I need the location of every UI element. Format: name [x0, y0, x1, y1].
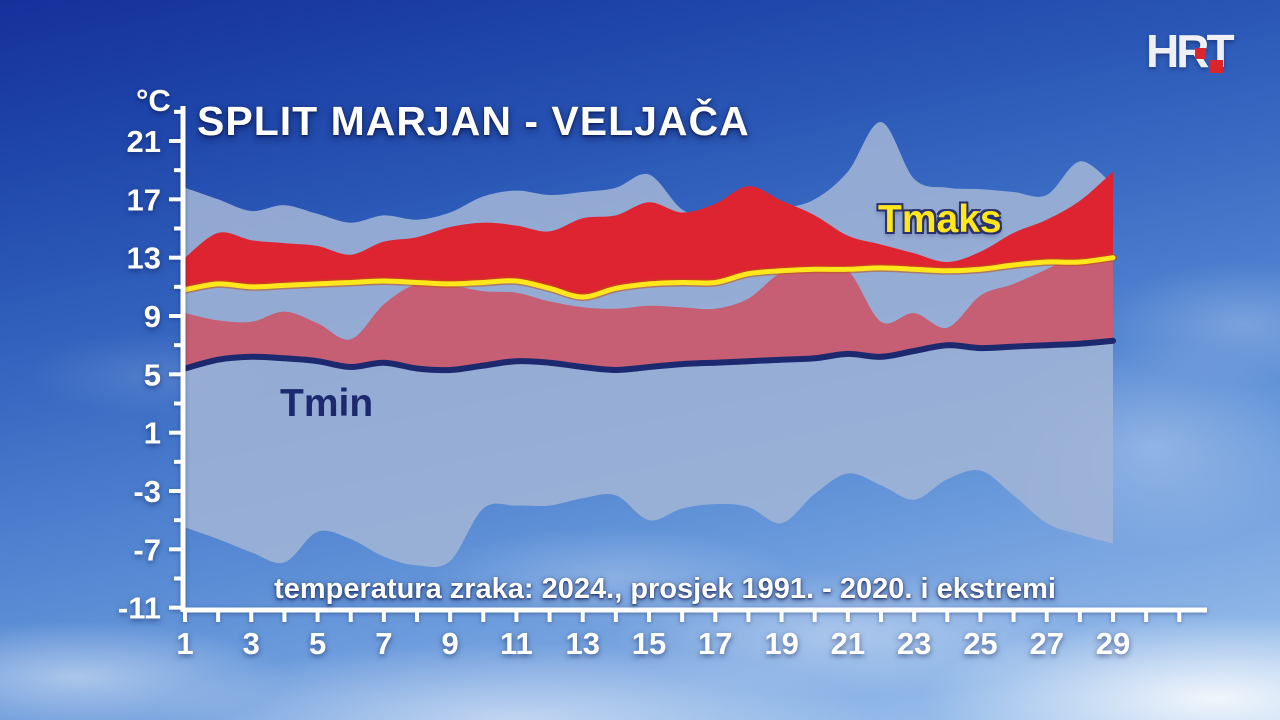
y-axis-unit-label: °C — [136, 83, 171, 118]
x-axis-label: 13 — [565, 626, 599, 661]
x-axis-label: 25 — [963, 626, 997, 661]
x-axis-label: 9 — [442, 626, 459, 661]
x-axis-label: 29 — [1096, 626, 1130, 661]
y-axis-label: 17 — [127, 182, 161, 217]
avg-tmax-line — [182, 255, 1116, 300]
x-axis-label: 5 — [309, 626, 326, 661]
axes — [169, 106, 1207, 622]
avg-tmin-line — [182, 337, 1116, 374]
y-axis-label: -7 — [133, 532, 161, 567]
x-axis-label: 23 — [897, 626, 931, 661]
tmaks-series-label: Tmaks — [878, 198, 1002, 241]
y-axis-label: 21 — [127, 124, 161, 159]
tmin-series-label: Tmin — [280, 382, 374, 425]
hrt-logo-red-square-small — [1195, 48, 1206, 59]
tmin-2024-band — [185, 253, 1113, 371]
x-axis-label: 7 — [375, 626, 392, 661]
y-axis-label: 5 — [144, 357, 161, 392]
x-axis-label: 11 — [500, 626, 533, 661]
x-axis-label: 27 — [1029, 626, 1063, 661]
x-axis-label: 17 — [698, 626, 732, 661]
hrt-logo: HRT — [1146, 28, 1238, 78]
x-axis-label: 1 — [176, 626, 193, 661]
y-axis-label: -11 — [118, 591, 161, 626]
x-axis-label: 19 — [764, 626, 798, 661]
y-axis-label: 1 — [144, 416, 161, 451]
y-axis-label: 13 — [127, 241, 161, 276]
hrt-logo-red-square-large — [1210, 60, 1223, 73]
y-axis-label: -3 — [133, 474, 161, 509]
x-axis-label: 21 — [831, 626, 865, 661]
y-axis-label: 9 — [144, 299, 161, 334]
chart-caption: temperatura zraka: 2024., prosjek 1991. … — [274, 573, 1056, 605]
chart-title: SPLIT MARJAN - VELJAČA — [197, 98, 750, 144]
x-axis-label: 3 — [243, 626, 260, 661]
x-axis-label: 15 — [632, 626, 666, 661]
